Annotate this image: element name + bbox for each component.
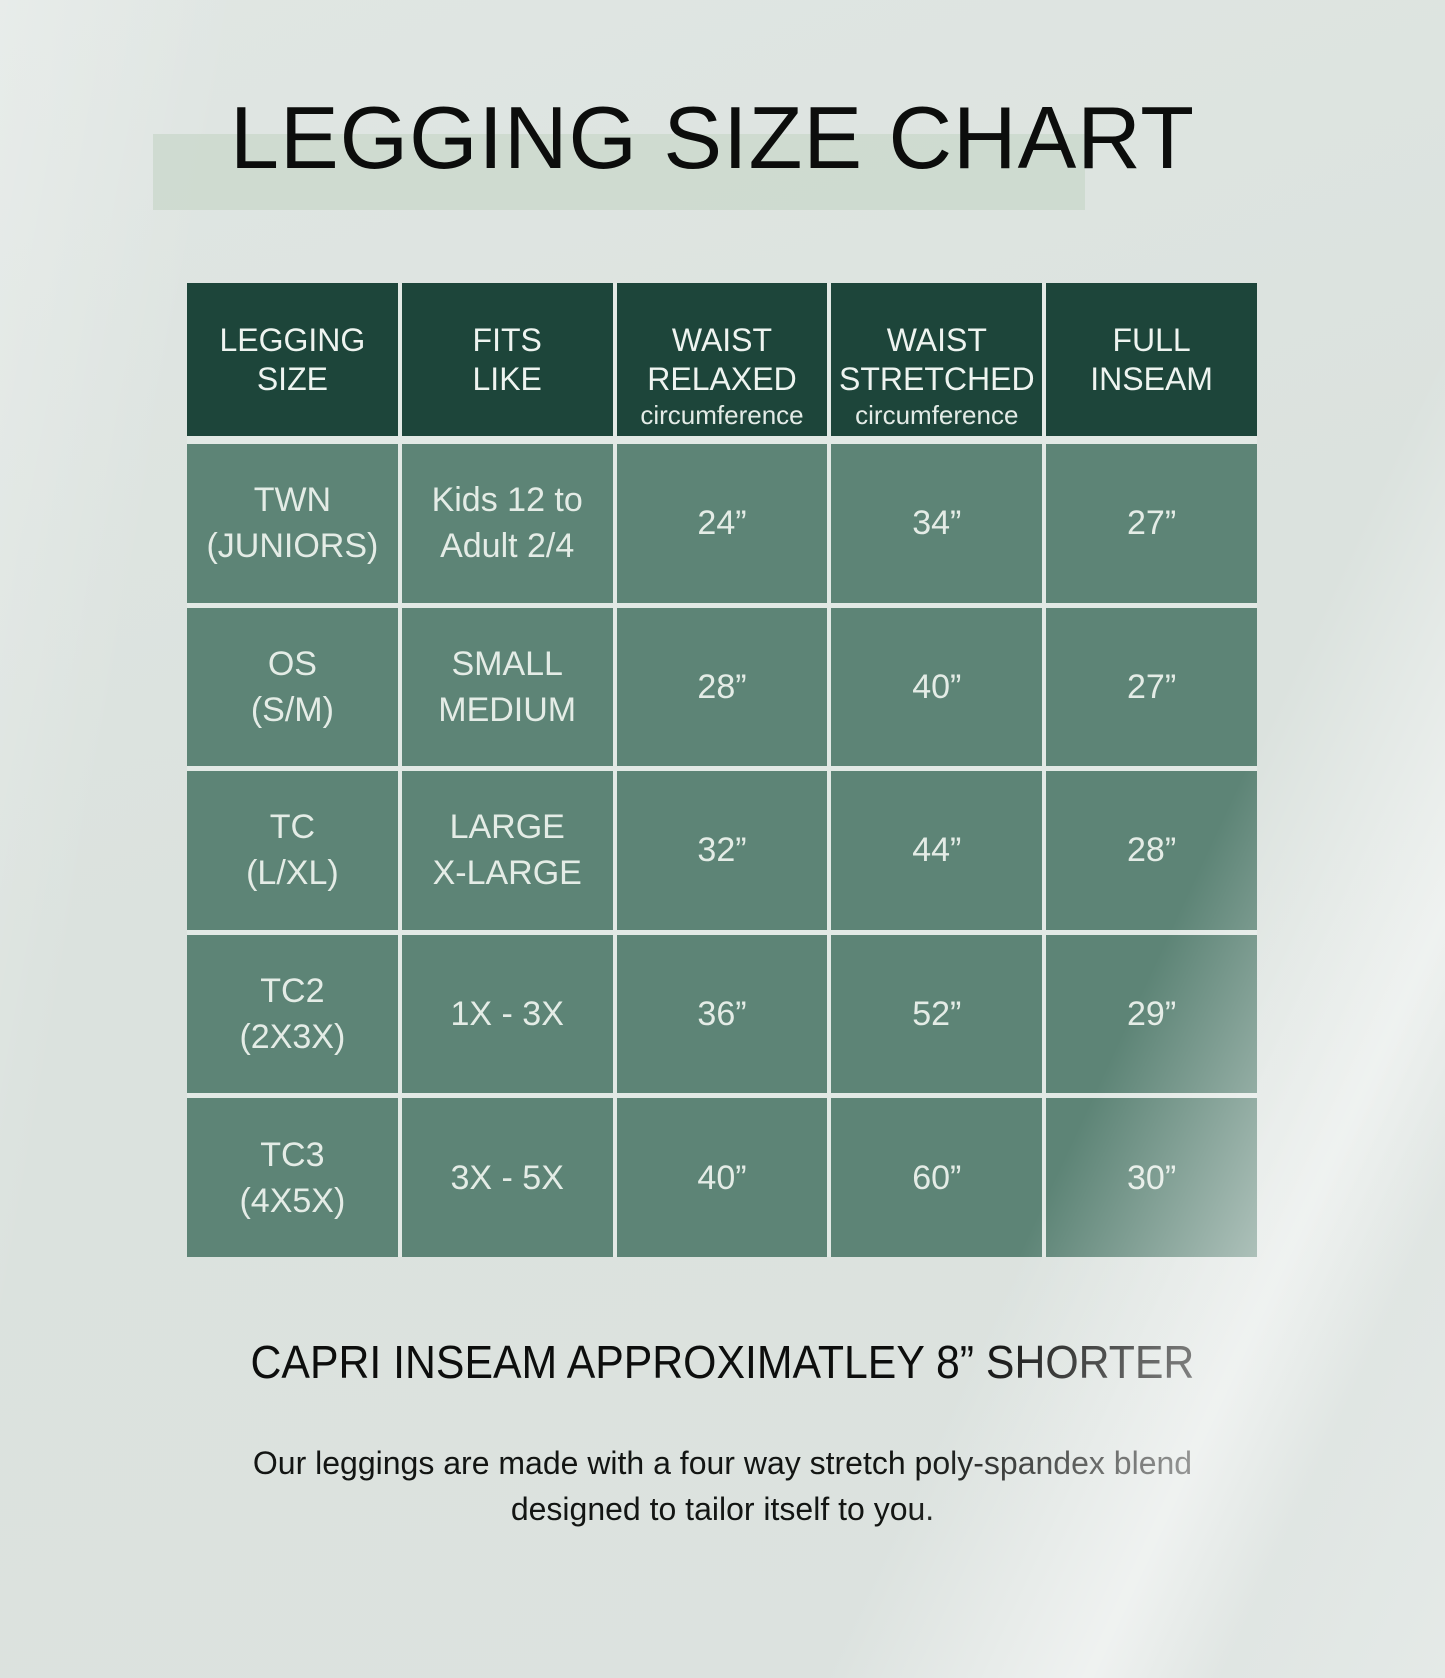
size-alias: (L/XL) [246, 854, 339, 893]
header-line: WAIST [886, 321, 987, 358]
header-line: FITS [472, 321, 542, 358]
size-cell: TC (L/XL) [187, 771, 398, 930]
header-line: SIZE [256, 360, 328, 397]
header-line: LEGGING [219, 321, 366, 358]
size-code: OS [267, 644, 317, 683]
waist-stretched-cell: 34” [831, 444, 1043, 603]
fits-like-cell: Kids 12 to Adult 2/4 [401, 444, 613, 603]
measurement-value: 29” [1127, 995, 1177, 1034]
full-inseam-cell: 30” [1046, 1098, 1257, 1257]
size-cell: TC3 (4X5X) [187, 1098, 398, 1257]
header-subtext: circumference [855, 400, 1019, 430]
fits-line: Kids 12 to [431, 481, 583, 520]
measurement-value: 36” [697, 995, 747, 1034]
measurement-value: 32” [697, 831, 747, 870]
fits-line: 1X - 3X [450, 995, 564, 1034]
page-title: LEGGING SIZE CHART [230, 88, 1195, 187]
header-line: WAIST [671, 321, 773, 358]
capri-inseam-note: CAPRI INSEAM APPROXIMATLEY 8” SHORTER [0, 1338, 1445, 1386]
size-code: TWN [253, 481, 332, 520]
measurement-value: 24” [697, 504, 747, 543]
header-line: RELAXED [647, 360, 797, 397]
description-line: Our leggings are made with a four way st… [252, 1445, 1193, 1481]
header-line: FULL [1112, 321, 1191, 358]
product-description: Our leggings are made with a four way st… [0, 1440, 1445, 1532]
fits-line: LARGE [449, 808, 565, 847]
fits-like-cell: 1X - 3X [401, 934, 613, 1094]
measurement-value: 27” [1127, 667, 1177, 706]
size-alias: (2X3X) [239, 1018, 346, 1057]
measurement-value: 60” [912, 1158, 962, 1197]
size-cell: TC2 (2X3X) [187, 934, 398, 1094]
column-header-full-inseam: FULL INSEAM [1046, 283, 1257, 439]
size-code: TC [269, 808, 316, 847]
full-inseam-cell: 27” [1046, 444, 1257, 603]
waist-relaxed-cell: 28” [616, 607, 828, 767]
header-line: STRETCHED [839, 360, 1035, 397]
size-alias: (4X5X) [239, 1181, 346, 1220]
waist-relaxed-cell: 24” [616, 444, 828, 603]
capri-inseam-text: CAPRI INSEAM APPROXIMATLEY 8” SHORTER [250, 1336, 1195, 1388]
title-highlight-band [153, 134, 1085, 210]
waist-relaxed-cell: 32” [616, 771, 828, 930]
measurement-value: 52” [912, 995, 962, 1034]
header-line: LIKE [472, 360, 542, 397]
measurement-value: 40” [697, 1158, 747, 1197]
size-cell: TWN (JUNIORS) [187, 444, 398, 603]
header-subtext: circumference [640, 400, 804, 430]
full-inseam-cell: 28” [1046, 771, 1257, 930]
measurement-value: 28” [1127, 831, 1177, 870]
measurement-value: 27” [1127, 504, 1177, 543]
waist-stretched-cell: 40” [831, 607, 1043, 767]
size-alias: (JUNIORS) [206, 527, 379, 566]
column-header-waist-relaxed: WAIST RELAXED circumference [616, 283, 828, 439]
size-code: TC2 [260, 972, 325, 1011]
fits-like-cell: SMALL MEDIUM [401, 607, 613, 767]
waist-relaxed-cell: 36” [616, 934, 828, 1094]
waist-stretched-cell: 44” [831, 771, 1043, 930]
fits-line: X-LARGE [432, 854, 582, 893]
size-alias: (S/M) [250, 690, 334, 729]
size-chart-table: LEGGING SIZE FITS LIKE WAIST RELAXED cir… [187, 283, 1257, 1257]
fits-line: 3X - 5X [450, 1158, 564, 1197]
fits-line: MEDIUM [438, 690, 577, 729]
fits-line: Adult 2/4 [440, 527, 575, 566]
size-cell: OS (S/M) [187, 607, 398, 767]
column-header-fits-like: FITS LIKE [401, 283, 613, 439]
column-header-legging-size: LEGGING SIZE [187, 283, 398, 439]
header-line: INSEAM [1090, 360, 1213, 397]
size-code: TC3 [260, 1135, 325, 1174]
measurement-value: 40” [912, 667, 962, 706]
fits-line: SMALL [451, 644, 563, 683]
fits-like-cell: LARGE X-LARGE [401, 771, 613, 930]
column-header-waist-stretched: WAIST STRETCHED circumference [831, 283, 1043, 439]
full-inseam-cell: 29” [1046, 934, 1257, 1094]
waist-stretched-cell: 60” [831, 1098, 1043, 1257]
description-line: designed to tailor itself to you. [510, 1491, 935, 1527]
full-inseam-cell: 27” [1046, 607, 1257, 767]
measurement-value: 28” [697, 667, 747, 706]
measurement-value: 34” [912, 504, 962, 543]
waist-stretched-cell: 52” [831, 934, 1043, 1094]
measurement-value: 44” [912, 831, 962, 870]
fits-like-cell: 3X - 5X [401, 1098, 613, 1257]
waist-relaxed-cell: 40” [616, 1098, 828, 1257]
measurement-value: 30” [1127, 1158, 1177, 1197]
